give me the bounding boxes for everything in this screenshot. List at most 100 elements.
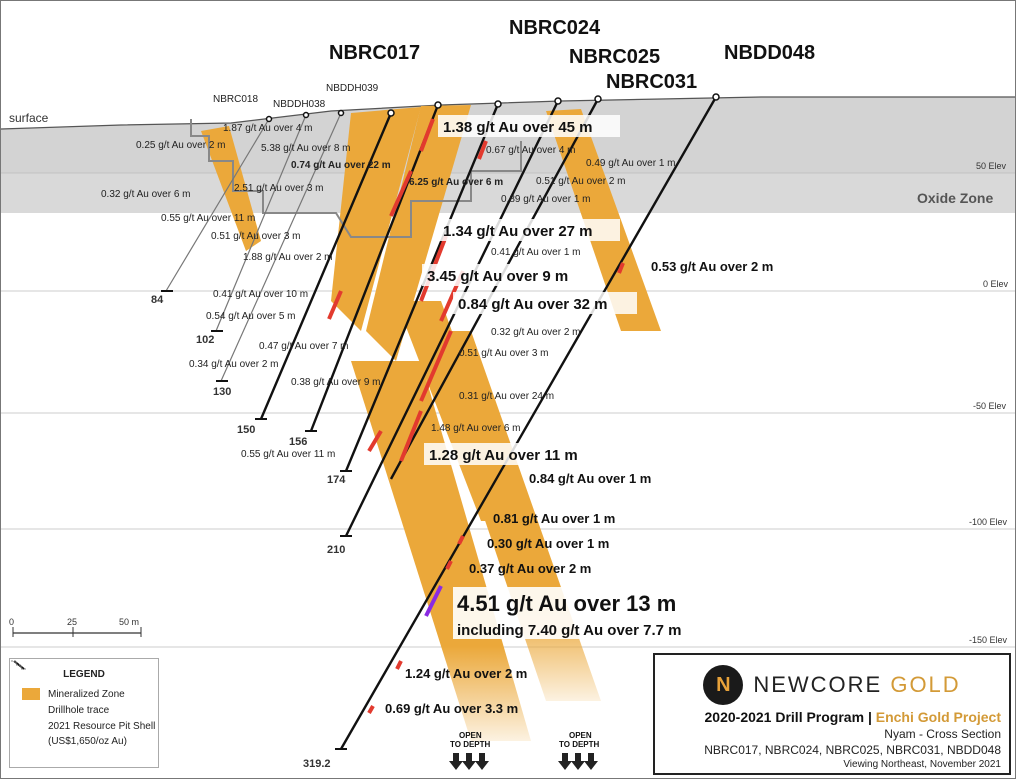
svg-text:0.37 g/t Au over 2 m: 0.37 g/t Au over 2 m bbox=[469, 561, 591, 576]
svg-text:-100 Elev: -100 Elev bbox=[969, 517, 1008, 527]
hole-label-nbddh039: NBDDH039 bbox=[326, 83, 379, 94]
svg-text:210: 210 bbox=[327, 544, 345, 556]
svg-text:0.32 g/t Au over 2 m: 0.32 g/t Au over 2 m bbox=[491, 327, 581, 338]
surface-label: surface bbox=[9, 111, 49, 125]
drillhole-nbrc017 bbox=[309, 104, 440, 432]
highlight-intercept: 4.51 g/t Au over 13 m bbox=[457, 591, 676, 616]
svg-text:0.49 g/t Au over 1 m: 0.49 g/t Au over 1 m bbox=[586, 158, 676, 169]
svg-text:0: 0 bbox=[9, 617, 14, 627]
svg-text:156: 156 bbox=[289, 436, 307, 448]
big-intercepts: 1.38 g/t Au over 45 m 1.34 g/t Au over 2… bbox=[422, 115, 637, 465]
title-block: N NEWCORE GOLD 2020-2021 Drill Program |… bbox=[653, 653, 1011, 775]
holes-line: NBRC017, NBRC024, NBRC025, NBRC031, NBDD… bbox=[704, 743, 1001, 757]
svg-text:0 Elev: 0 Elev bbox=[983, 279, 1009, 289]
svg-text:TO DEPTH: TO DEPTH bbox=[450, 740, 491, 749]
svg-text:0.81 g/t Au over 1 m: 0.81 g/t Au over 1 m bbox=[493, 511, 615, 526]
hole-label-nbrc031: NBRC031 bbox=[606, 71, 697, 93]
scale-bar: 0 25 50 m bbox=[9, 617, 142, 637]
svg-text:0.31 g/t Au over 24 m: 0.31 g/t Au over 24 m bbox=[459, 391, 554, 402]
open-to-depth-west: OPEN TO DEPTH bbox=[449, 731, 491, 770]
svg-text:0.67 g/t Au over 4 m: 0.67 g/t Au over 4 m bbox=[486, 145, 576, 156]
legend-pit: 2021 Resource Pit Shell bbox=[11, 660, 158, 732]
drillhole-nbrc031 bbox=[389, 98, 600, 480]
svg-text:1.24 g/t Au over 2 m: 1.24 g/t Au over 2 m bbox=[405, 666, 527, 681]
pit-shell bbox=[190, 119, 522, 238]
legend: LEGEND Mineralized Zone Drillhole trace … bbox=[9, 658, 159, 768]
svg-text:-50 Elev: -50 Elev bbox=[973, 401, 1007, 411]
drillhole-nbrc017-a bbox=[259, 112, 393, 420]
svg-text:0.89 g/t Au over 1 m: 0.89 g/t Au over 1 m bbox=[501, 194, 591, 205]
drillhole-nbddh039 bbox=[220, 112, 342, 382]
svg-text:150: 150 bbox=[237, 424, 255, 436]
drillhole-nbrc024 bbox=[344, 103, 500, 472]
open-to-depth-east: OPEN TO DEPTH bbox=[558, 731, 600, 770]
hole-label-nbdd048: NBDD048 bbox=[724, 42, 815, 64]
small-intercepts: 1.87 g/t Au over 4 m 0.25 g/t Au over 2 … bbox=[101, 123, 676, 460]
svg-text:6.25 g/t Au over 6 m: 6.25 g/t Au over 6 m bbox=[409, 177, 503, 188]
svg-text:0.51 g/t Au over 2 m: 0.51 g/t Au over 2 m bbox=[536, 176, 626, 187]
mid-intercepts: 0.53 g/t Au over 2 m 0.84 g/t Au over 1 … bbox=[385, 259, 773, 716]
depth-labels: 84 102 130 150 156 174 210 319.2 bbox=[151, 294, 346, 770]
svg-text:OPEN: OPEN bbox=[459, 731, 482, 740]
svg-text:25: 25 bbox=[67, 617, 77, 627]
svg-text:0.30 g/t Au over 1 m: 0.30 g/t Au over 1 m bbox=[487, 536, 609, 551]
svg-text:-150 Elev: -150 Elev bbox=[969, 635, 1008, 645]
zone-upper bbox=[331, 107, 421, 331]
svg-text:0.32 g/t Au over 6 m: 0.32 g/t Au over 6 m bbox=[101, 189, 191, 200]
svg-text:0.55 g/t Au over 11 m: 0.55 g/t Au over 11 m bbox=[241, 449, 335, 460]
zone-main bbox=[366, 105, 471, 361]
svg-text:0.84 g/t Au over 32 m: 0.84 g/t Au over 32 m bbox=[458, 296, 608, 313]
svg-text:1.88 g/t Au over 2 m: 1.88 g/t Au over 2 m bbox=[243, 252, 333, 263]
svg-text:3.45 g/t Au over 9 m: 3.45 g/t Au over 9 m bbox=[427, 268, 568, 285]
mineral-swatch bbox=[22, 688, 40, 700]
svg-text:2.51 g/t Au over 3 m: 2.51 g/t Au over 3 m bbox=[234, 183, 324, 194]
svg-text:0.34 g/t Au over 2 m: 0.34 g/t Au over 2 m bbox=[189, 359, 279, 370]
zone-deep bbox=[351, 361, 531, 741]
highlight-including: including 7.40 g/t Au over 7.7 m bbox=[457, 622, 682, 639]
program-line: 2020-2021 Drill Program | Enchi Gold Pro… bbox=[704, 709, 1001, 725]
svg-text:OPEN: OPEN bbox=[569, 731, 592, 740]
collar-markers bbox=[265, 93, 720, 123]
svg-text:0.51 g/t Au over 3 m: 0.51 g/t Au over 3 m bbox=[211, 231, 301, 242]
legend-drillhole: Drillhole trace bbox=[13, 660, 158, 716]
legend-drillhole-label: Drillhole trace bbox=[48, 704, 110, 716]
svg-text:0.54 g/t Au over 5 m: 0.54 g/t Au over 5 m bbox=[206, 311, 296, 322]
legend-pit-label: 2021 Resource Pit Shell bbox=[48, 720, 156, 732]
legend-mineral: Mineralized Zone bbox=[22, 688, 158, 700]
view-line: Viewing Northeast, November 2021 bbox=[843, 759, 1001, 770]
svg-text:0.74 g/t Au over 22 m: 0.74 g/t Au over 22 m bbox=[291, 160, 391, 171]
hole-label-nbrc024: NBRC024 bbox=[509, 17, 601, 39]
legend-title: LEGEND bbox=[63, 669, 105, 680]
svg-text:1.87 g/t Au over 4 m: 1.87 g/t Au over 4 m bbox=[223, 123, 313, 134]
zone-mid bbox=[396, 301, 521, 521]
brand-name: NEWCORE GOLD bbox=[753, 672, 961, 697]
zone-west bbox=[201, 126, 261, 251]
svg-text:0.51 g/t Au over 3 m: 0.51 g/t Au over 3 m bbox=[459, 348, 549, 359]
newcore-logo-icon: N bbox=[703, 665, 744, 705]
drillhole-nbrc025 bbox=[344, 100, 560, 537]
oxide-zone-label: Oxide Zone bbox=[917, 190, 993, 206]
svg-text:319.2: 319.2 bbox=[303, 758, 331, 770]
svg-text:0.84 g/t Au over 1 m: 0.84 g/t Au over 1 m bbox=[529, 471, 651, 486]
elevation-labels: 50 Elev 0 Elev -50 Elev -100 Elev -150 E… bbox=[969, 161, 1009, 645]
svg-text:TO DEPTH: TO DEPTH bbox=[559, 740, 600, 749]
svg-text:0.41 g/t Au over 10 m: 0.41 g/t Au over 10 m bbox=[213, 289, 308, 300]
section-line: Nyam - Cross Section bbox=[884, 727, 1001, 741]
svg-text:0.69 g/t Au over 3.3 m: 0.69 g/t Au over 3.3 m bbox=[385, 701, 518, 716]
svg-text:102: 102 bbox=[196, 334, 214, 346]
hole-label-nbrc018: NBRC018 bbox=[213, 94, 258, 105]
legend-pit-price: (US$1,650/oz Au) bbox=[48, 736, 158, 747]
highlight-box bbox=[453, 587, 721, 639]
legend-mineral-label: Mineralized Zone bbox=[48, 688, 125, 700]
svg-text:130: 130 bbox=[213, 386, 231, 398]
drillholes bbox=[165, 96, 718, 750]
svg-text:0.53 g/t Au over 2 m: 0.53 g/t Au over 2 m bbox=[651, 259, 773, 274]
hole-label-nbddh038: NBDDH038 bbox=[273, 99, 326, 110]
end-of-hole-ticks bbox=[161, 290, 352, 750]
svg-text:1.34 g/t Au over 27 m: 1.34 g/t Au over 27 m bbox=[443, 223, 593, 240]
svg-text:84: 84 bbox=[151, 294, 164, 306]
hole-label-nbrc025: NBRC025 bbox=[569, 46, 660, 68]
pit-swatch bbox=[11, 660, 40, 732]
